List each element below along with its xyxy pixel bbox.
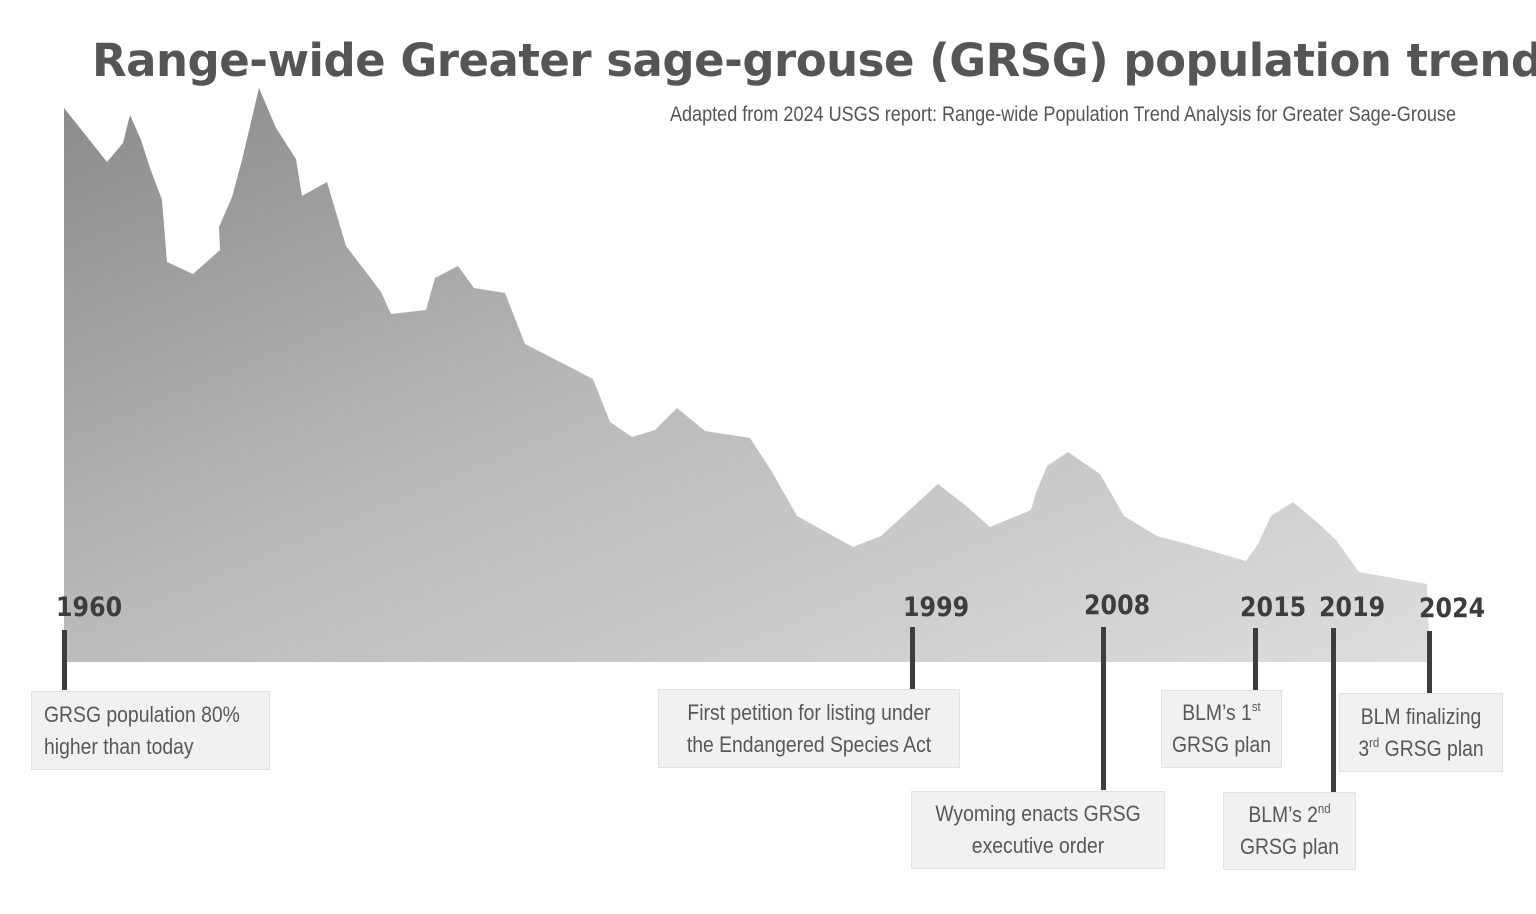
note-1960: GRSG population 80% higher than today	[31, 691, 270, 770]
note-1960-line2: higher than today	[44, 733, 194, 759]
tick-1960	[62, 630, 67, 690]
note-1960-line1: GRSG population 80%	[44, 701, 240, 727]
year-label-2015: 2015	[1240, 592, 1307, 623]
note-1999-line2: the Endangered Species Act	[686, 731, 932, 757]
note-2015: BLM’s 1st GRSG plan	[1161, 690, 1282, 768]
note-2019-line1: BLM’s 2nd	[1248, 801, 1331, 827]
tick-2024	[1427, 631, 1432, 693]
note-2008: Wyoming enacts GRSG executive order	[911, 791, 1165, 869]
note-2019: BLM’s 2nd GRSG plan	[1223, 792, 1356, 870]
chart-title: Range-wide Greater sage-grouse (GRSG) po…	[92, 34, 1536, 87]
note-2024-line1: BLM finalizing	[1360, 703, 1482, 729]
tick-1999	[910, 627, 915, 689]
tick-2019	[1331, 628, 1336, 792]
year-label-1999: 1999	[903, 592, 970, 623]
tick-2015	[1253, 628, 1258, 690]
note-2008-line1: Wyoming enacts GRSG	[935, 801, 1141, 826]
population-trend-area	[64, 88, 1430, 662]
year-label-2024: 2024	[1419, 593, 1486, 624]
chart-subtitle: Adapted from 2024 USGS report: Range-wid…	[669, 103, 1456, 126]
note-2019-line2: GRSG plan	[1240, 834, 1339, 859]
note-2024-line2: 3rd GRSG plan	[1358, 734, 1484, 761]
note-1999-line1: First petition for listing under	[687, 699, 931, 725]
note-1999: First petition for listing under the End…	[658, 689, 960, 768]
year-label-2019: 2019	[1319, 592, 1386, 623]
note-2024: BLM finalizing 3rd GRSG plan	[1339, 693, 1503, 772]
year-label-1960: 1960	[56, 592, 123, 623]
note-2015-line1: BLM’s 1st	[1182, 699, 1261, 725]
tick-2008	[1101, 627, 1106, 790]
note-2015-line2: GRSG plan	[1172, 732, 1271, 757]
note-2008-line2: executive order	[971, 833, 1105, 858]
year-label-2008: 2008	[1084, 590, 1151, 621]
